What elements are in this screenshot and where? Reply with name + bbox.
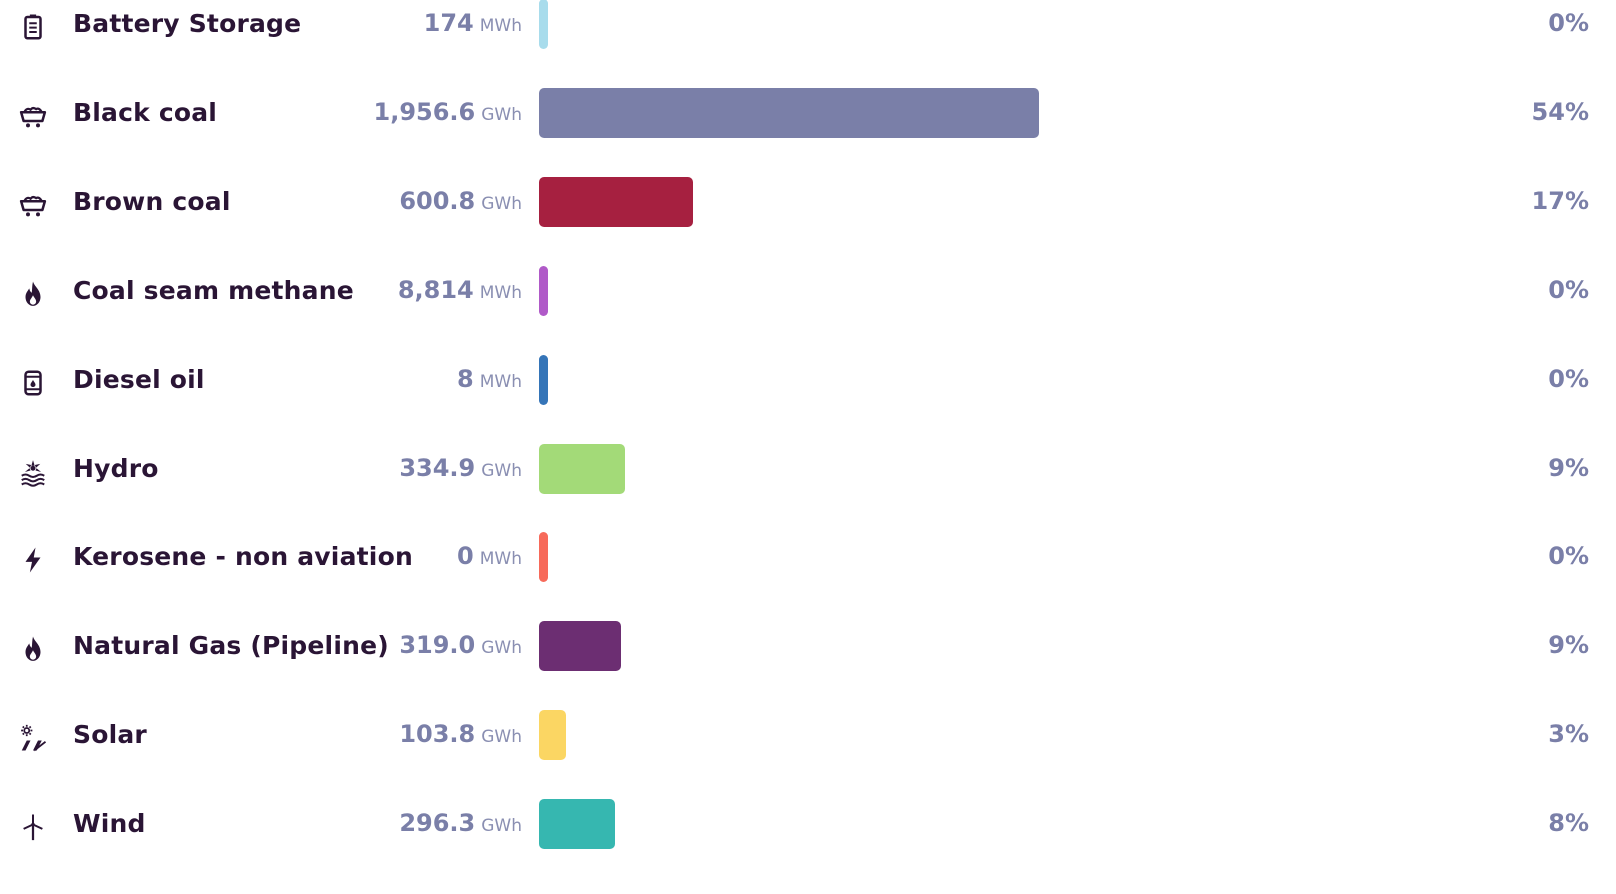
row-label-battery-storage: Battery Storage [73, 9, 302, 38]
row-amount-coal-seam-methane: 8,814 MWh [398, 276, 522, 304]
bar-kerosene-non-aviation [539, 532, 548, 583]
bar-wind [539, 799, 615, 850]
data-label-value: 1,956.6 [373, 97, 476, 126]
hydro-turbine-icon [18, 457, 48, 487]
row-amount-battery-storage: 174 MWh [424, 9, 522, 37]
data-label-value: 296.3 [399, 809, 476, 838]
row-amount-brown-coal: 600.8 GWh [399, 187, 522, 215]
row-percent-solar: 3% [1548, 720, 1589, 749]
chart-row-hydro: Hydro 334.9 GWh 9% [0, 443, 1616, 499]
coal-cart-icon [18, 190, 48, 220]
data-label-value: 8,814 [397, 275, 474, 304]
chart-row-kerosene-non-aviation: Kerosene - non aviation 0 MWh 0% [0, 531, 1616, 587]
data-label-unit: GWh [481, 638, 522, 659]
solar-panel-icon [18, 723, 48, 753]
row-amount-diesel-oil: 8 MWh [457, 365, 522, 393]
data-label-unit: MWh [479, 371, 522, 392]
row-amount-black-coal: 1,956.6 GWh [374, 98, 523, 126]
data-label-value: 319.0 [399, 631, 476, 660]
row-label-natural-gas-pipeline: Natural Gas (Pipeline) [73, 631, 389, 661]
row-label-kerosene-non-aviation: Kerosene - non aviation [73, 542, 413, 572]
row-label-wind: Wind [73, 809, 146, 839]
bar-hydro [539, 443, 625, 494]
data-label-unit: MWh [479, 549, 522, 570]
lightning-bolt-icon [18, 545, 48, 575]
row-percent-wind: 8% [1548, 809, 1589, 838]
data-label-value: 8 [457, 364, 474, 393]
row-label-black-coal: Black coal [73, 97, 218, 127]
data-label-value: 0 [457, 542, 474, 571]
data-label-unit: MWh [479, 282, 522, 303]
bar-brown-coal [539, 176, 693, 227]
data-label-unit: GWh [481, 104, 522, 125]
row-percent-brown-coal: 17% [1531, 186, 1589, 215]
battery-icon [18, 12, 48, 42]
row-label-solar: Solar [73, 720, 147, 750]
bar-diesel-oil [539, 354, 548, 405]
data-label-unit: MWh [479, 16, 522, 36]
data-label-unit: GWh [481, 727, 522, 748]
data-label-unit: GWh [481, 816, 522, 837]
row-percent-black-coal: 54% [1531, 97, 1589, 126]
chart-row-battery-storage: Battery Storage 174 MWh 0% [0, 0, 1616, 54]
data-label-unit: GWh [481, 460, 522, 481]
row-percent-coal-seam-methane: 0% [1548, 275, 1589, 304]
row-amount-solar: 103.8 GWh [399, 720, 522, 748]
bar-battery-storage [539, 0, 548, 49]
row-percent-diesel-oil: 0% [1548, 364, 1589, 393]
row-amount-wind: 296.3 GWh [399, 809, 522, 837]
row-label-hydro: Hydro [73, 453, 159, 483]
bar-solar [539, 710, 566, 761]
chart-row-wind: Wind 296.3 GWh 8% [0, 798, 1616, 854]
row-amount-hydro: 334.9 GWh [399, 454, 522, 482]
row-label-coal-seam-methane: Coal seam methane [73, 275, 354, 305]
row-amount-natural-gas-pipeline: 319.0 GWh [399, 631, 522, 659]
row-percent-kerosene-non-aviation: 0% [1548, 542, 1589, 571]
row-label-brown-coal: Brown coal [73, 186, 231, 216]
data-label-value: 103.8 [399, 720, 476, 749]
flame-icon [18, 279, 48, 309]
data-label-value: 600.8 [399, 186, 476, 215]
chart-row-black-coal: Black coal 1,956.6 GWh 54% [0, 87, 1616, 143]
coal-cart-icon [18, 101, 48, 131]
row-percent-natural-gas-pipeline: 9% [1548, 631, 1589, 660]
row-percent-hydro: 9% [1548, 453, 1589, 482]
data-label-value: 334.9 [399, 453, 476, 482]
chart-row-brown-coal: Brown coal 600.8 GWh 17% [0, 176, 1616, 232]
row-amount-kerosene-non-aviation: 0 MWh [457, 542, 522, 570]
oil-barrel-icon [18, 368, 48, 398]
chart-row-coal-seam-methane: Coal seam methane 8,814 MWh 0% [0, 265, 1616, 321]
data-label-value: 174 [423, 9, 474, 37]
data-label-unit: GWh [481, 193, 522, 214]
row-label-diesel-oil: Diesel oil [73, 364, 205, 394]
bar-coal-seam-methane [539, 265, 548, 316]
row-percent-battery-storage: 0% [1548, 9, 1589, 37]
chart-row-natural-gas-pipeline: Natural Gas (Pipeline) 319.0 GWh 9% [0, 620, 1616, 676]
flame-icon [18, 634, 48, 664]
wind-turbine-icon [18, 812, 48, 842]
chart-row-solar: Solar 103.8 GWh 3% [0, 709, 1616, 765]
chart-row-diesel-oil: Diesel oil 8 MWh 0% [0, 354, 1616, 410]
bar-natural-gas-pipeline [539, 621, 621, 672]
bar-black-coal [539, 87, 1039, 138]
